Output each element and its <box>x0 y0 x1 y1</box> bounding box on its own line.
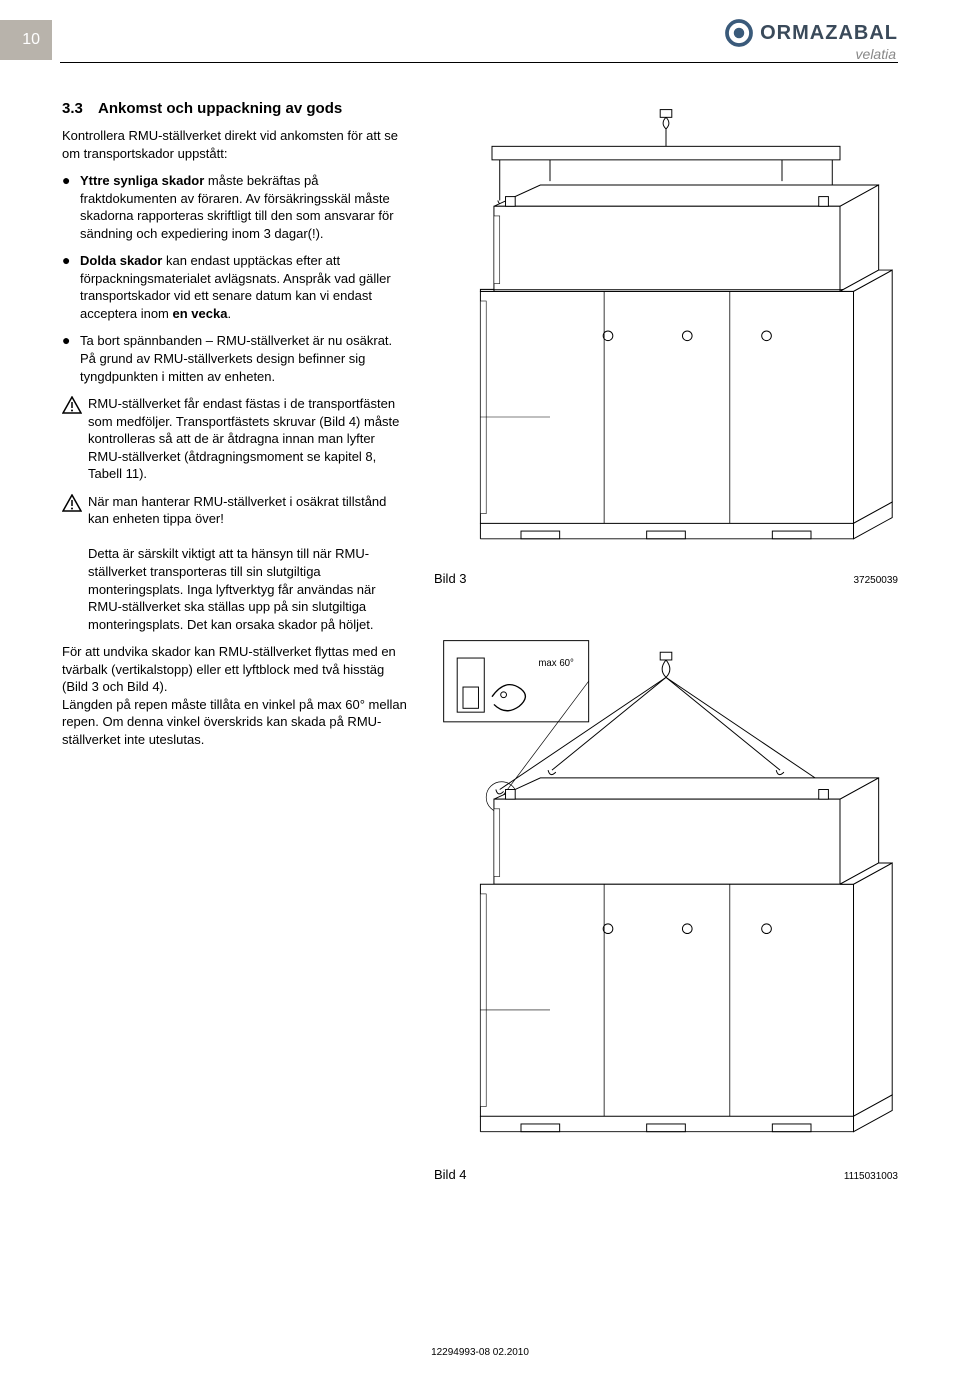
warning-lead: När man hanterar RMU-ställverket i osäkr… <box>88 494 386 527</box>
section-heading: 3.3 Ankomst och uppackning av gods <box>62 100 410 117</box>
bullet-bold: Dolda skador <box>80 253 162 268</box>
bullet-text: Dolda skador kan endast upptäckas efter … <box>80 252 410 322</box>
figure-1-code: 37250039 <box>854 575 899 586</box>
figure-column: Bild 3 37250039 max 60° <box>434 100 898 1182</box>
bullet-text: Yttre synliga skador måste bekräftas på … <box>80 172 410 242</box>
logo-subtext: velatia <box>724 46 898 62</box>
logo-text: ORMAZABAL <box>760 22 898 45</box>
logo-main-row: ORMAZABAL <box>724 18 898 48</box>
footer-doc-code: 12294993-08 02.2010 <box>0 1347 960 1358</box>
bullet-rest2: . <box>227 306 231 321</box>
content-area: 3.3 Ankomst och uppackning av gods Kontr… <box>62 100 898 1182</box>
angle-label: max 60° <box>538 658 574 669</box>
warning-item: När man hanterar RMU-ställverket i osäkr… <box>62 493 410 633</box>
closing-text: För att undvika skador kan RMU-ställverk… <box>62 644 407 747</box>
figure-1-svg <box>434 100 898 560</box>
bullet-icon: ● <box>62 252 80 269</box>
bullet-item: ● Dolda skador kan endast upptäckas efte… <box>62 252 410 322</box>
header-rule <box>60 62 898 63</box>
warning-icon <box>62 493 88 517</box>
section-title: Ankomst och uppackning av gods <box>98 100 342 117</box>
bullet-text: Ta bort spännbanden – RMU-ställverket är… <box>80 332 410 385</box>
figure-2: max 60° <box>434 586 898 1182</box>
page-number: 10 <box>22 31 40 49</box>
figure-1: Bild 3 37250039 <box>434 100 898 586</box>
bullet-item: ● Yttre synliga skador måste bekräftas p… <box>62 172 410 242</box>
warning-text: RMU-ställverket får endast fästas i de t… <box>88 395 410 483</box>
bullet-item: ● Ta bort spännbanden – RMU-ställverket … <box>62 332 410 385</box>
figure-2-svg: max 60° <box>434 626 898 1156</box>
page-number-tab: 10 <box>0 20 52 60</box>
bullet-bold: Yttre synliga skador <box>80 173 204 188</box>
figure-2-code: 1115031003 <box>844 1171 898 1182</box>
section-number: 3.3 <box>62 100 98 117</box>
warning-icon <box>62 395 88 419</box>
warning-extra: Detta är särskilt viktigt att ta hänsyn … <box>88 546 376 631</box>
logo-icon <box>724 18 754 48</box>
bullet-bold2: en vecka <box>173 306 228 321</box>
figure-2-label: Bild 4 <box>434 1167 467 1182</box>
brand-logo: ORMAZABAL velatia <box>724 18 898 62</box>
closing-paragraph: För att undvika skador kan RMU-ställverk… <box>62 643 410 748</box>
text-column: 3.3 Ankomst och uppackning av gods Kontr… <box>62 100 410 1182</box>
bullet-icon: ● <box>62 332 80 349</box>
figure-1-label: Bild 3 <box>434 571 467 586</box>
warning-item: RMU-ställverket får endast fästas i de t… <box>62 395 410 483</box>
intro-paragraph: Kontrollera RMU-ställverket direkt vid a… <box>62 127 410 162</box>
warning-text: När man hanterar RMU-ställverket i osäkr… <box>88 493 410 633</box>
bullet-icon: ● <box>62 172 80 189</box>
